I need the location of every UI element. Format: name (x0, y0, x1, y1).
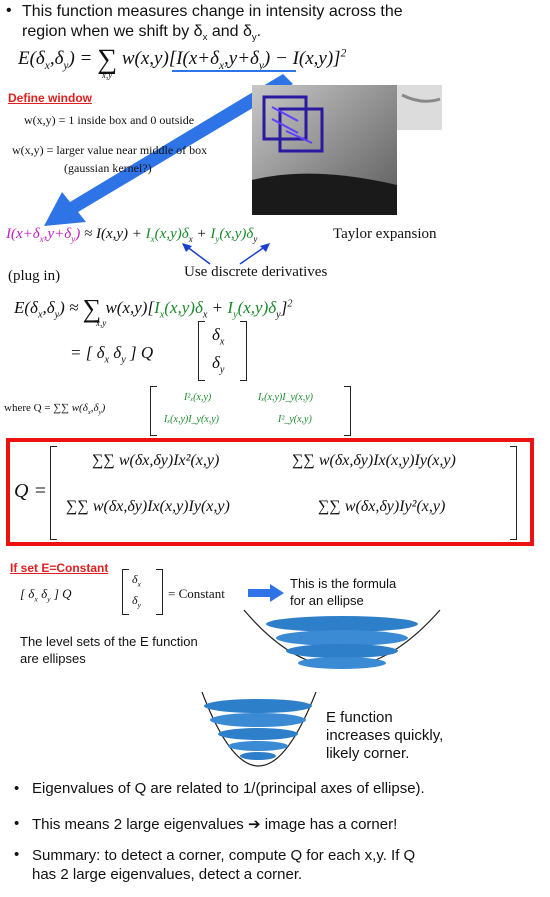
window-line2: w(x,y) = larger value near middle of box (12, 143, 208, 157)
bullet-large-eigenvalues: This means 2 large eigenvalues ➔ image h… (32, 816, 398, 833)
intro-line2: region when we shift by δx and δy. (22, 23, 262, 44)
vector-dx: δx (212, 325, 225, 348)
ellipse-formula-note: This is the formula for an ellipse (290, 576, 397, 608)
constant-eq-left: [ δx δy ] Q (20, 586, 72, 604)
discrete-derivatives-note: Use discrete derivatives (184, 264, 328, 280)
q-matrix-right (510, 446, 517, 540)
where-m22: I²_y(x,y) (278, 414, 312, 425)
bullet-dot: • (14, 815, 20, 832)
plugin-label: (plug in) (8, 268, 61, 284)
bullet-dot: • (6, 2, 12, 19)
bullet-eigenvalues: Eigenvalues of Q are related to 1/(princ… (32, 780, 425, 797)
narrow-bowl-illustration (201, 691, 317, 767)
window-line3: (gaussian kernel?) (64, 161, 152, 175)
intro-line1: This function measures change in intensi… (22, 3, 403, 20)
face-photo-image (252, 85, 442, 215)
sum-subscript: x,y (102, 70, 113, 80)
where-m11: I²ₓ(x,y) (184, 392, 212, 403)
where-m21: Iₓ(x,y)I_y(x,y) (164, 414, 220, 425)
underline-bracket (172, 70, 296, 72)
define-window-title: Define window (8, 91, 92, 105)
where-matrix-left (150, 386, 157, 436)
plugin-sum-subscript: x,y (96, 318, 107, 328)
q-matrix-box (6, 438, 534, 546)
where-q-label: where Q = ∑∑ w(δx,δy) (4, 402, 106, 417)
constant-vec-y: δy (132, 593, 141, 610)
ellipse-arrow (248, 584, 284, 602)
q-cell-21: ∑∑ w(δx,δy)Ix(x,y)Iy(x,y) (66, 498, 230, 515)
q-cell-22: ∑∑ w(δx,δy)Iy²(x,y) (318, 498, 446, 515)
corner-note: E function increases quickly, likely cor… (326, 709, 444, 762)
window-line1: w(x,y) = 1 inside box and 0 outside (24, 113, 195, 127)
plugin-equation: E(δx,δy) ≈ ∑ w(x,y)[Ix(x,y)δx + Iy(x,y)δ… (14, 294, 293, 323)
energy-equation: E(δx,δy) = ∑ w(x,y)[I(x+δx,y+δy) − I(x,y… (18, 44, 347, 75)
sum-symbol: ∑ (97, 44, 118, 75)
derivative-arrows (182, 243, 270, 265)
bullet-dot: • (14, 780, 20, 797)
bullet-summary: Summary: to detect a corner, compute Q f… (32, 847, 416, 883)
vector-bracket-right (240, 321, 247, 381)
q-label: Q = (14, 480, 47, 502)
blue-arrow (44, 74, 293, 226)
where-m12: Iₓ(x,y)I_y(x,y) (258, 392, 314, 403)
taylor-equation: I(x+δx,y+δy) ≈ I(x,y) + Ix(x,y)δx + Iy(x… (6, 226, 258, 244)
intro-text: This function measures change in intensi… (22, 2, 403, 48)
constant-vec-left (122, 569, 129, 615)
constant-vec-right (156, 569, 163, 615)
constant-vec-x: δx (132, 572, 141, 589)
constant-rhs: = Constant (168, 586, 225, 601)
constant-title: If set E=Constant (10, 561, 109, 575)
quadratic-form: = [ δx δy ] Q (70, 343, 154, 366)
vector-dy: δy (212, 353, 225, 376)
wide-bowl-illustration (243, 609, 441, 669)
q-cell-12: ∑∑ w(δx,δy)Ix(x,y)Iy(x,y) (292, 452, 456, 469)
q-cell-11: ∑∑ w(δx,δy)Ix²(x,y) (92, 452, 220, 469)
vector-bracket-left (198, 321, 205, 381)
bullet-dot: • (14, 846, 20, 863)
level-sets-note: The level sets of the E function are ell… (20, 634, 198, 666)
taylor-label: Taylor expansion (333, 226, 437, 242)
q-matrix-left (50, 446, 57, 540)
face-photo (252, 85, 442, 215)
where-matrix-right (344, 386, 351, 436)
